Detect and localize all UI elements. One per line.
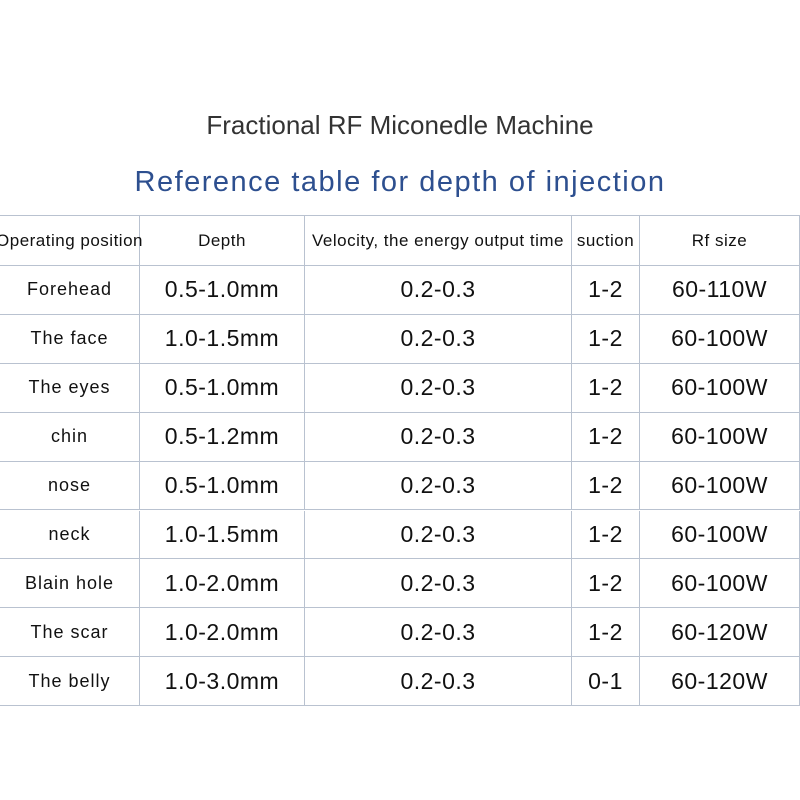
row-label: The belly [0, 657, 140, 707]
table-cell: 0.2-0.3 [305, 363, 572, 413]
table-cell: 60-100W [640, 363, 800, 413]
table-cell: 1.0-2.0mm [140, 559, 305, 609]
reference-table: Operating position Depth Velocity, the ene… [0, 215, 800, 707]
column-header: Depth [140, 216, 305, 266]
column-header: suction [572, 216, 640, 266]
table-cell: 1.0-2.0mm [140, 608, 305, 658]
table-cell: 0.2-0.3 [305, 559, 572, 609]
table-cell: 1-2 [572, 559, 640, 609]
table-cell: 0.5-1.2mm [140, 412, 305, 462]
column-header: Velocity, the energy output time [305, 216, 572, 266]
table-cell: 0.2-0.3 [305, 412, 572, 462]
table-cell: 0.2-0.3 [305, 510, 572, 560]
row-label: neck [0, 510, 140, 560]
column-header: Rf size [640, 216, 800, 266]
row-label: nose [0, 461, 140, 511]
row-label: The scar [0, 608, 140, 658]
table-cell: 1-2 [572, 363, 640, 413]
table-cell: 0.5-1.0mm [140, 266, 305, 315]
subtitle: Reference table for depth of injection [134, 166, 666, 198]
table-cell: 60-100W [640, 510, 800, 560]
table-cell: 60-120W [640, 657, 800, 707]
table-cell: 60-100W [640, 559, 800, 609]
table-cell: 0-1 [572, 657, 640, 707]
table-cell: 1-2 [572, 608, 640, 658]
table-cell: 1-2 [572, 461, 640, 511]
table-cell: 60-120W [640, 608, 800, 658]
table-cell: 60-100W [640, 412, 800, 462]
row-label: The eyes [0, 363, 140, 413]
table-cell: 1.0-1.5mm [140, 314, 305, 364]
table-cell: 0.2-0.3 [305, 608, 572, 658]
table-cell: 0.2-0.3 [305, 657, 572, 707]
table-cell: 1-2 [572, 314, 640, 364]
column-header: Operating position [0, 216, 143, 266]
row-label: Blain hole [0, 559, 140, 609]
table-cell: 1.0-1.5mm [140, 510, 305, 560]
table-cell: 1.0-3.0mm [140, 657, 305, 707]
table-cell: 0.5-1.0mm [140, 461, 305, 511]
table-cell: 60-100W [640, 314, 800, 364]
table-cell: 1-2 [572, 412, 640, 462]
table-cell: 0.2-0.3 [305, 266, 572, 315]
table-cell: 60-100W [640, 461, 800, 511]
table-cell: 1-2 [572, 266, 640, 315]
table-cell: 0.5-1.0mm [140, 363, 305, 413]
table-cell: 0.2-0.3 [305, 461, 572, 511]
table-cell: 60-110W [640, 266, 800, 315]
title: Fractional RF Miconedle Machine [206, 110, 594, 140]
row-label: Forehead [0, 266, 140, 315]
row-label: The face [0, 314, 140, 364]
table-cell: 1-2 [572, 510, 640, 560]
table-cell: 0.2-0.3 [305, 314, 572, 364]
row-label: chin [0, 412, 140, 462]
